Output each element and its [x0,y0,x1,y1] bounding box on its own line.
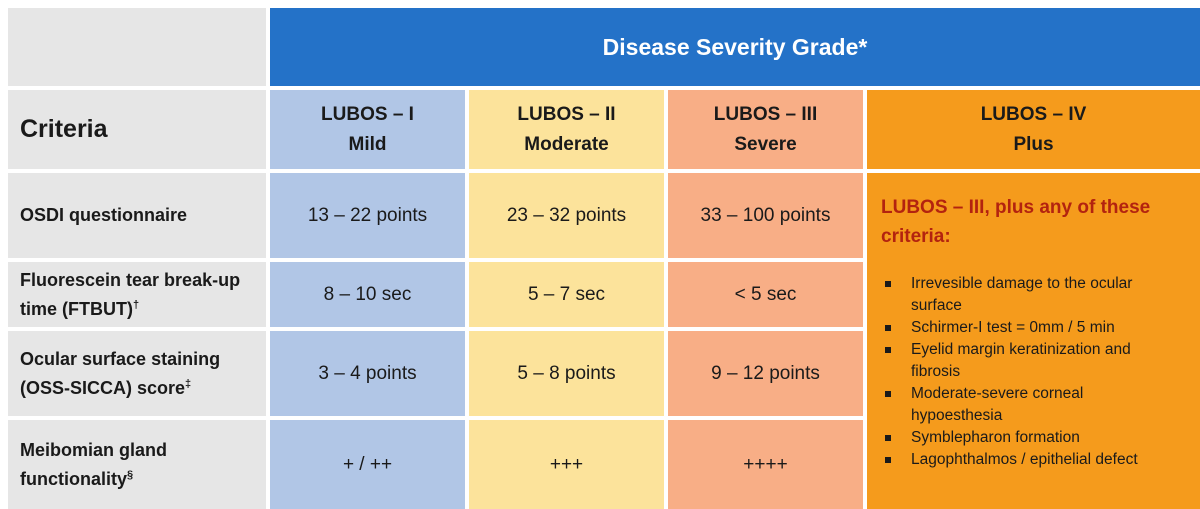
footnote-mark: † [132,298,140,311]
list-item: Lagophthalmos / epithelial defect [881,449,1138,471]
criterion-oss-sicca: Ocular surface staining (OSS-SICCA) scor… [8,331,266,416]
table-cell: ++++ [668,420,863,509]
plus-title: LUBOS – III, plus any of these criteria: [881,193,1150,251]
severity-table: Disease Severity Grade* Criteria LUBOS –… [8,8,1200,509]
bullet-icon [885,435,891,441]
table-cell: 3 – 4 points [270,331,465,416]
grade-name: LUBOS – II [517,103,616,125]
plus-title-line2: criteria: [881,226,951,247]
grade-3-header: LUBOS – III Severe [668,90,863,169]
criterion-ftbut: Fluorescein tear break-up time (FTBUT)† [8,262,266,327]
grade-2-header: LUBOS – II Moderate [469,90,664,169]
list-item: Moderate-severe corneal hypoesthesia [881,383,1138,427]
footnote-mark: § [127,468,134,481]
list-item: Schirmer-I test = 0mm / 5 min [881,317,1138,339]
table-cell: +++ [469,420,664,509]
table-cell: 33 – 100 points [668,173,863,258]
criterion-meibomian: Meibomian gland functionality§ [8,420,266,509]
plus-title-line1: LUBOS – III, plus any of these [881,197,1151,218]
grade-name: LUBOS – I [321,103,414,125]
list-item: Symblepharon formation [881,427,1138,449]
criteria-header: Criteria [8,90,266,169]
lubos-iv-criteria: LUBOS – III, plus any of these criteria:… [867,173,1200,509]
footnote-mark: ‡ [185,377,192,390]
bullet-icon [885,325,891,331]
grade-level: Mild [348,133,387,155]
criterion-osdi: OSDI questionnaire [8,173,266,258]
bullet-icon [885,347,891,353]
table-cell: 13 – 22 points [270,173,465,258]
criterion-label: Ocular surface staining [20,348,221,369]
table-cell: + / ++ [270,420,465,509]
criterion-label-line2: time (FTBUT) [20,298,133,319]
grade-name: LUBOS – IV [980,103,1087,125]
criterion-label: OSDI questionnaire [20,205,188,225]
bullet-icon [885,457,891,463]
list-item: Irrevesible damage to the ocular surface [881,273,1138,317]
grade-4-header: LUBOS – IV Plus [867,90,1200,169]
grade-name: LUBOS – III [713,103,818,125]
criterion-label-line2: functionality [20,468,127,489]
grade-level: Plus [1013,133,1054,155]
plus-criteria-list: Irrevesible damage to the ocular surface … [881,273,1138,471]
table-cell: < 5 sec [668,262,863,327]
table-cell: 8 – 10 sec [270,262,465,327]
blank-corner [8,8,266,86]
table-cell: 5 – 7 sec [469,262,664,327]
bullet-icon [885,281,891,287]
criterion-label: Fluorescein tear break-up [20,269,241,290]
bullet-icon [885,391,891,397]
criterion-label: Meibomian gland [20,439,168,460]
table-cell: 5 – 8 points [469,331,664,416]
list-item: Eyelid margin keratinization and fibrosis [881,339,1138,383]
criterion-label-line2: (OSS-SICCA) score [20,377,186,398]
grade-level: Severe [734,133,797,155]
table-cell: 23 – 32 points [469,173,664,258]
grade-1-header: LUBOS – I Mild [270,90,465,169]
severity-grade-header: Disease Severity Grade* [270,8,1200,86]
table-cell: 9 – 12 points [668,331,863,416]
grade-level: Moderate [524,133,609,155]
